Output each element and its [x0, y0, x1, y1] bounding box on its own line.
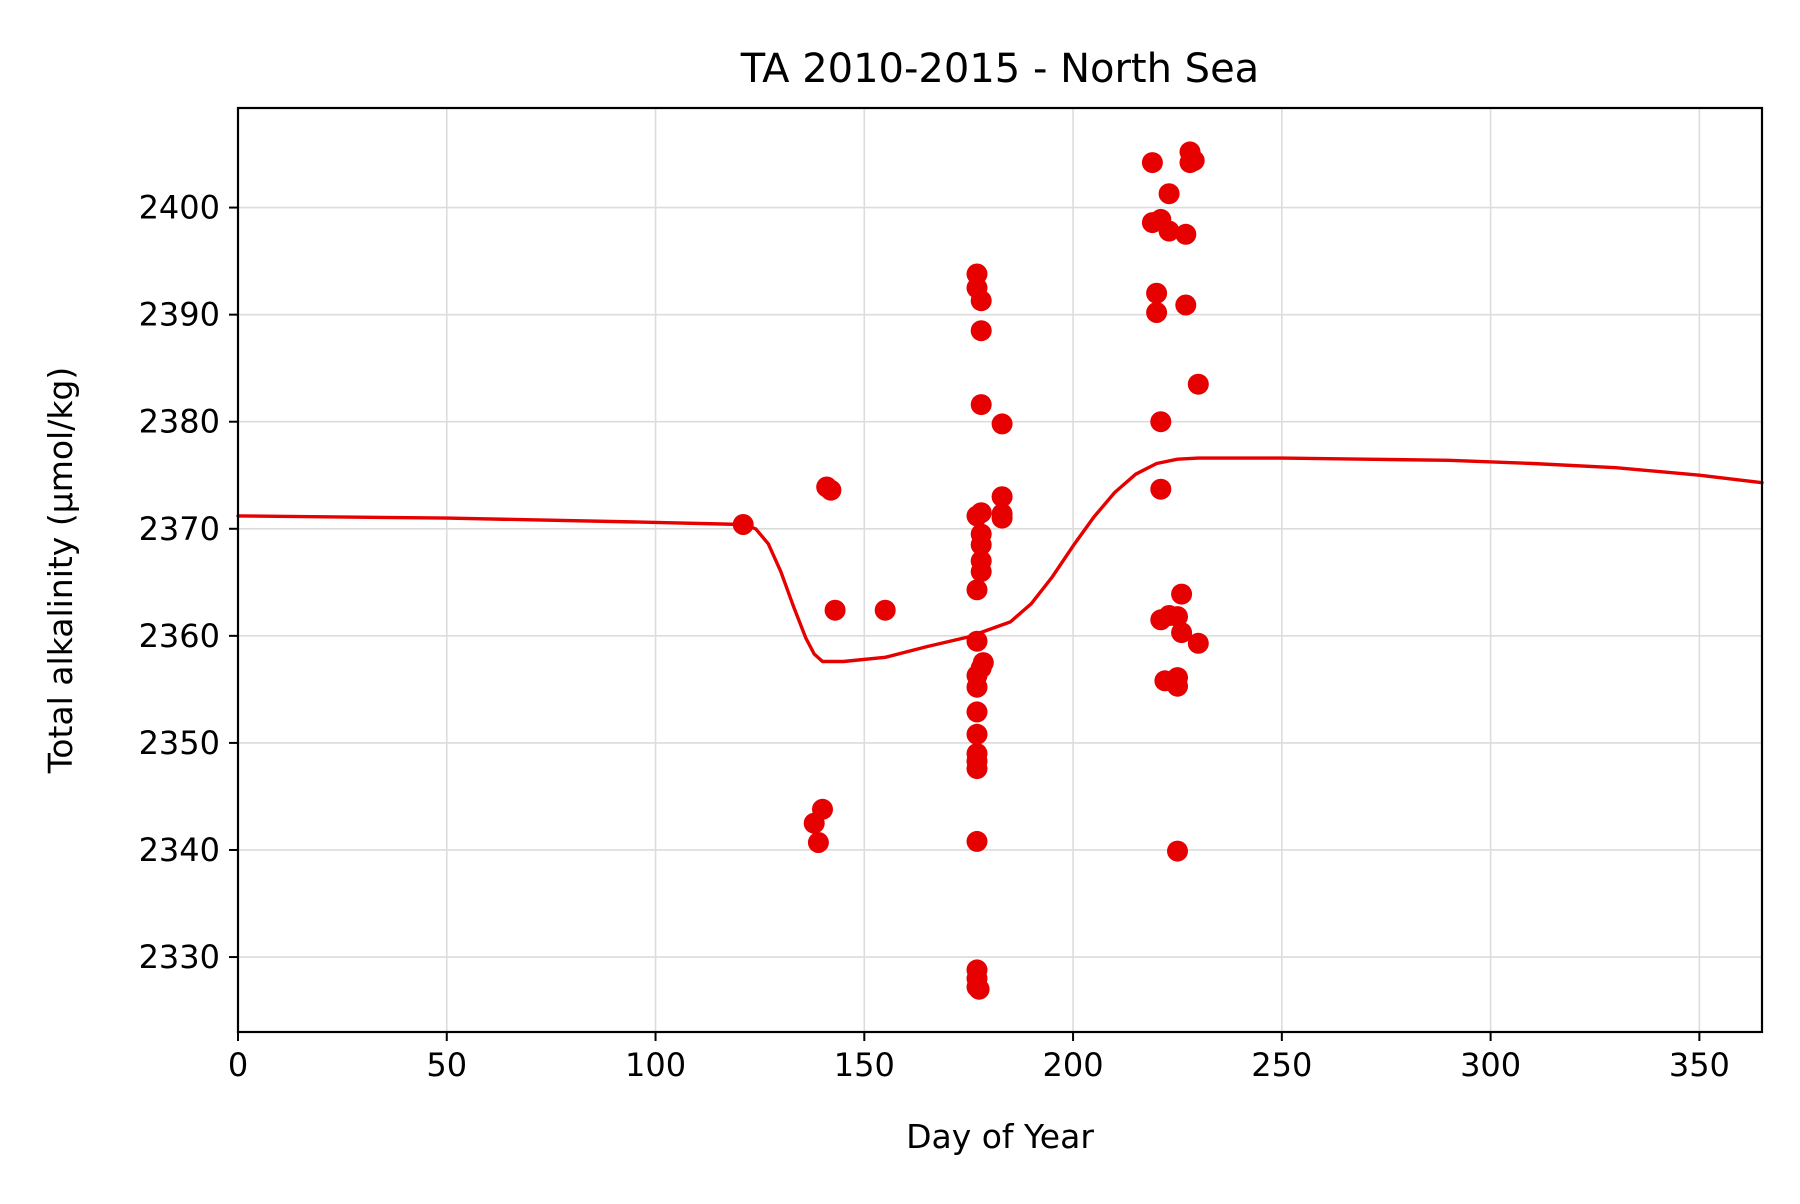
data-point [807, 832, 829, 853]
data-point [1146, 302, 1168, 323]
data-point [966, 676, 988, 698]
data-point [968, 978, 990, 1000]
data-point [1158, 220, 1180, 242]
x-tick-label: 350 [1669, 1046, 1730, 1084]
data-point [970, 502, 992, 524]
y-tick-label: 2330 [139, 938, 220, 976]
x-axis-ticks: 0 50 100 150 200 250 300 350 [228, 1032, 1730, 1084]
data-point [972, 652, 994, 674]
y-tick-label: 2340 [139, 831, 220, 869]
data-point [991, 486, 1013, 508]
data-point [1150, 411, 1172, 433]
y-axis-ticks: 2330 2340 2350 2360 2370 2380 2390 2400 [139, 189, 238, 976]
data-point [732, 514, 754, 535]
x-tick-label: 150 [834, 1046, 895, 1084]
chart-title: TA 2010-2015 - North Sea [740, 46, 1259, 92]
y-tick-label: 2350 [139, 724, 220, 762]
data-point [970, 290, 992, 312]
data-point [812, 798, 833, 820]
data-point [991, 503, 1013, 525]
data-point [966, 723, 988, 745]
data-point [1187, 373, 1209, 395]
data-point [966, 758, 988, 780]
data-point [1171, 622, 1193, 644]
data-point [991, 413, 1013, 435]
data-point [820, 479, 842, 501]
data-point [874, 599, 896, 621]
x-tick-label: 0 [228, 1046, 248, 1084]
x-tick-label: 200 [1043, 1046, 1104, 1084]
data-point [1175, 223, 1197, 245]
plot-frame [236, 106, 1764, 1034]
data-point [1167, 606, 1188, 628]
data-point [966, 701, 988, 723]
grid [237, 108, 1762, 1032]
data-point [1146, 282, 1168, 304]
x-tick-label: 50 [426, 1046, 467, 1084]
y-tick-label: 2390 [139, 296, 220, 334]
data-point [966, 830, 988, 852]
data-point [1187, 632, 1209, 654]
y-tick-label: 2380 [139, 403, 220, 441]
x-axis-label: Day of Year [906, 1117, 1094, 1156]
fit-curve-line [236, 456, 1764, 664]
data-point [1183, 150, 1205, 171]
data-point [824, 599, 846, 621]
data-point [966, 630, 988, 652]
data-point [1171, 583, 1193, 605]
data-point [1175, 294, 1197, 316]
y-tick-label: 2370 [139, 510, 220, 548]
y-axis-label: Total alkalinity (µmol/kg) [41, 367, 80, 775]
data-point [970, 320, 992, 342]
data-point [970, 534, 992, 556]
scatter-points [732, 141, 1209, 1000]
data-point [970, 394, 992, 416]
fit-curve-layer [236, 456, 1764, 664]
data-point [1141, 152, 1163, 174]
data-point [1167, 840, 1188, 862]
data-point [970, 561, 992, 583]
data-point [1158, 183, 1180, 205]
data-point [1150, 478, 1172, 500]
data-point [966, 579, 988, 601]
x-tick-label: 100 [625, 1046, 686, 1084]
x-tick-label: 250 [1251, 1046, 1312, 1084]
x-tick-label: 300 [1460, 1046, 1521, 1084]
y-tick-label: 2360 [139, 617, 220, 655]
y-tick-label: 2400 [139, 189, 220, 227]
data-point [1167, 675, 1188, 697]
